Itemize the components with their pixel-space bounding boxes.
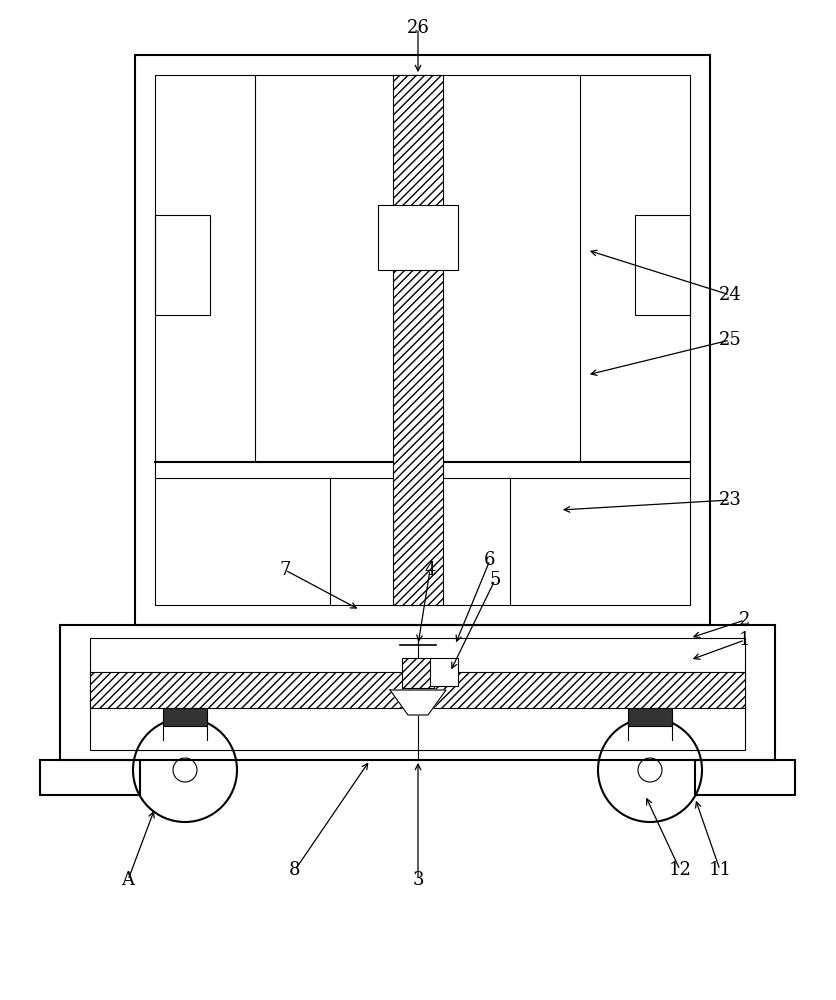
Text: 11: 11 — [707, 861, 731, 879]
Bar — [401, 658, 434, 688]
Bar — [163, 708, 206, 726]
Bar — [378, 205, 457, 270]
Text: 5: 5 — [489, 571, 500, 589]
Bar — [393, 75, 442, 605]
Bar — [135, 55, 709, 625]
Text: 8: 8 — [289, 861, 300, 879]
Text: 26: 26 — [406, 19, 429, 37]
Text: 2: 2 — [738, 611, 750, 629]
Text: 25: 25 — [718, 331, 741, 349]
Text: 7: 7 — [279, 561, 290, 579]
Bar — [694, 760, 794, 795]
Polygon shape — [390, 690, 446, 715]
Text: 3: 3 — [412, 871, 423, 889]
Text: 24: 24 — [718, 286, 741, 304]
Bar — [155, 75, 689, 605]
Bar — [40, 760, 140, 795]
Text: 6: 6 — [484, 551, 495, 569]
Text: 23: 23 — [717, 491, 741, 509]
Bar — [90, 672, 744, 708]
Bar — [155, 215, 210, 315]
Bar — [635, 215, 689, 315]
Bar — [60, 625, 774, 760]
Bar — [627, 708, 671, 726]
Text: 4: 4 — [424, 561, 436, 579]
Text: 1: 1 — [738, 631, 750, 649]
Text: A: A — [121, 871, 135, 889]
Bar — [90, 638, 744, 750]
Bar — [430, 658, 457, 686]
Text: 12: 12 — [668, 861, 691, 879]
